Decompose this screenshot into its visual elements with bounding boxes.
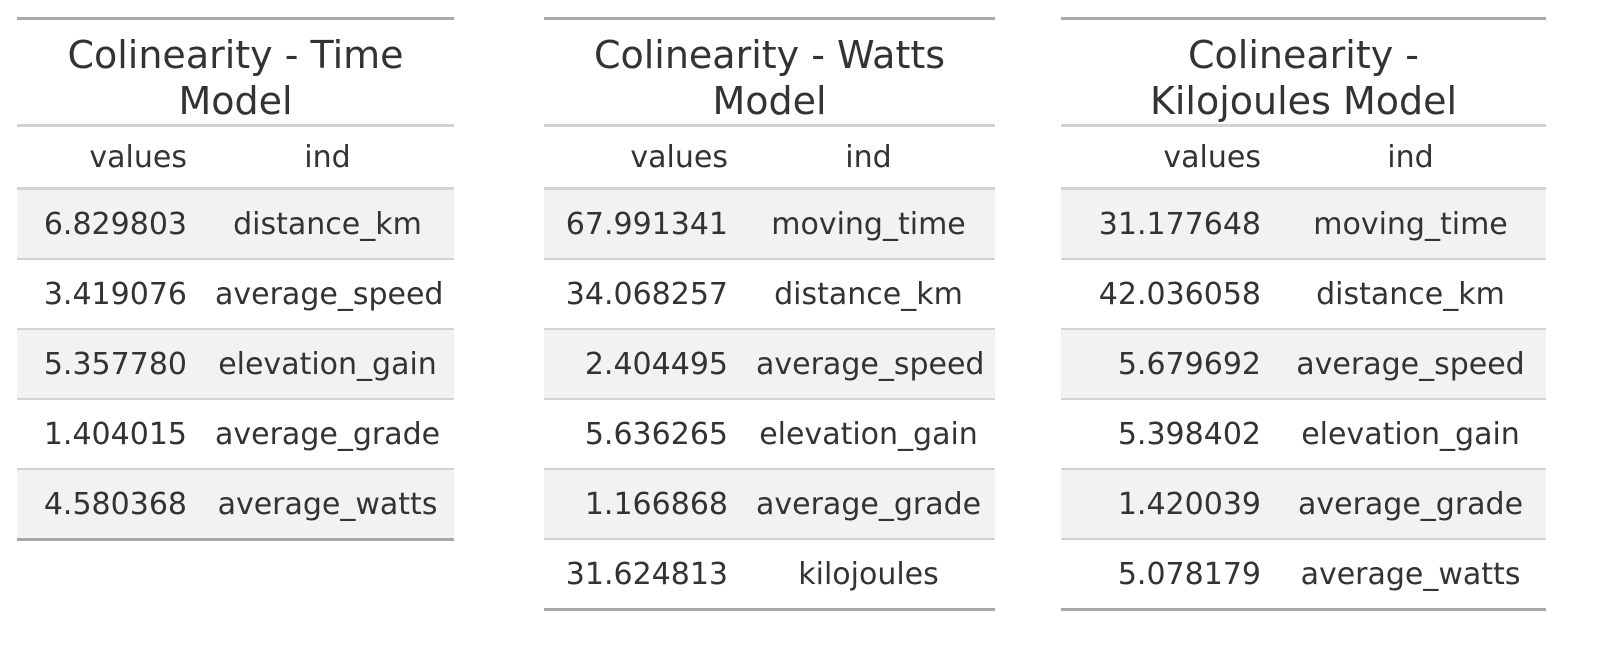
ind-cell: distance_km bbox=[742, 258, 996, 329]
value-cell: 5.398402 bbox=[1061, 398, 1275, 469]
ind-cell: average_speed bbox=[742, 328, 996, 399]
colinearity-kilojoules-model-table: Colinearity - Kilojoules Model values in… bbox=[1061, 17, 1547, 611]
column-header-values: values bbox=[17, 125, 201, 190]
colinearity-time-model-table: Colinearity - Time Model values ind 6.82… bbox=[17, 17, 455, 541]
table-row: 1.404015 average_grade bbox=[17, 398, 455, 469]
value-cell: 42.036058 bbox=[1061, 258, 1275, 329]
ind-cell: elevation_gain bbox=[1275, 398, 1547, 469]
ind-cell: distance_km bbox=[1275, 258, 1547, 329]
table-row: 6.829803 distance_km bbox=[17, 188, 455, 259]
table-row: 5.398402 elevation_gain bbox=[1061, 398, 1547, 469]
table-row: 5.357780 elevation_gain bbox=[17, 328, 455, 399]
table-row: 5.078179 average_watts bbox=[1061, 538, 1547, 610]
table-row: 3.419076 average_speed bbox=[17, 258, 455, 329]
table-row: 42.036058 distance_km bbox=[1061, 258, 1547, 329]
ind-cell: average_grade bbox=[201, 398, 455, 469]
table-row: 5.636265 elevation_gain bbox=[544, 398, 996, 469]
ind-cell: elevation_gain bbox=[742, 398, 996, 469]
colinearity-watts-model-table: Colinearity - Watts Model values ind 67.… bbox=[544, 17, 996, 611]
ind-cell: average_watts bbox=[201, 468, 455, 540]
ind-cell: moving_time bbox=[1275, 188, 1547, 259]
table-row: 1.166868 average_grade bbox=[544, 468, 996, 539]
value-cell: 2.404495 bbox=[544, 328, 742, 399]
ind-cell: moving_time bbox=[742, 188, 996, 259]
table-row: 31.624813 kilojoules bbox=[544, 538, 996, 610]
table-row: 5.679692 average_speed bbox=[1061, 328, 1547, 399]
table-title: Colinearity - Time Model bbox=[17, 18, 455, 127]
ind-cell: average_grade bbox=[742, 468, 996, 539]
value-cell: 4.580368 bbox=[17, 468, 201, 540]
value-cell: 31.624813 bbox=[544, 538, 742, 610]
table-row: 67.991341 moving_time bbox=[544, 188, 996, 259]
column-header-values: values bbox=[1061, 125, 1275, 190]
table-row: 2.404495 average_speed bbox=[544, 328, 996, 399]
value-cell: 31.177648 bbox=[1061, 188, 1275, 259]
table-row: 1.420039 average_grade bbox=[1061, 468, 1547, 539]
value-cell: 5.679692 bbox=[1061, 328, 1275, 399]
ind-cell: kilojoules bbox=[742, 538, 996, 610]
table-row: 34.068257 distance_km bbox=[544, 258, 996, 329]
value-cell: 6.829803 bbox=[17, 188, 201, 259]
value-cell: 5.636265 bbox=[544, 398, 742, 469]
value-cell: 1.404015 bbox=[17, 398, 201, 469]
value-cell: 3.419076 bbox=[17, 258, 201, 329]
ind-cell: elevation_gain bbox=[201, 328, 455, 399]
table-row: 4.580368 average_watts bbox=[17, 468, 455, 540]
value-cell: 5.078179 bbox=[1061, 538, 1275, 610]
ind-cell: distance_km bbox=[201, 188, 455, 259]
table-row: 31.177648 moving_time bbox=[1061, 188, 1547, 259]
value-cell: 5.357780 bbox=[17, 328, 201, 399]
ind-cell: average_grade bbox=[1275, 468, 1547, 539]
column-header-ind: ind bbox=[1275, 125, 1547, 190]
value-cell: 1.420039 bbox=[1061, 468, 1275, 539]
ind-cell: average_watts bbox=[1275, 538, 1547, 610]
value-cell: 67.991341 bbox=[544, 188, 742, 259]
table-title: Colinearity - Kilojoules Model bbox=[1061, 18, 1547, 127]
column-header-ind: ind bbox=[742, 125, 996, 190]
ind-cell: average_speed bbox=[1275, 328, 1547, 399]
value-cell: 34.068257 bbox=[544, 258, 742, 329]
table-title: Colinearity - Watts Model bbox=[544, 18, 996, 127]
column-header-values: values bbox=[544, 125, 742, 190]
column-header-ind: ind bbox=[201, 125, 455, 190]
ind-cell: average_speed bbox=[201, 258, 455, 329]
value-cell: 1.166868 bbox=[544, 468, 742, 539]
